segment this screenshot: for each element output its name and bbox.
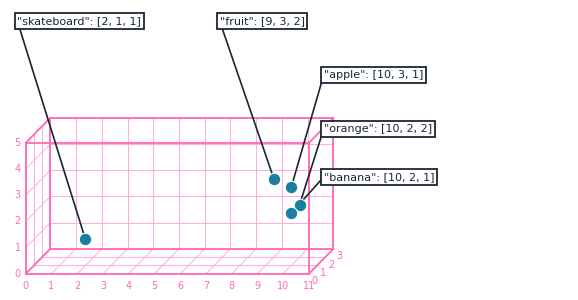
Text: "fruit": [9, 3, 2]: "fruit": [9, 3, 2] (220, 16, 305, 26)
Text: 2: 2 (328, 260, 334, 270)
Text: 0: 0 (23, 281, 29, 291)
Text: 8: 8 (229, 281, 235, 291)
Text: 3: 3 (14, 190, 21, 200)
Text: 3: 3 (100, 281, 106, 291)
Text: "apple": [10, 3, 1]: "apple": [10, 3, 1] (324, 70, 423, 80)
Text: 4: 4 (125, 281, 132, 291)
Text: 0: 0 (312, 276, 317, 286)
Text: 1: 1 (320, 268, 326, 278)
Text: 11: 11 (303, 281, 315, 291)
Text: "orange": [10, 2, 2]: "orange": [10, 2, 2] (324, 124, 432, 134)
Text: 2: 2 (14, 216, 21, 226)
Text: 10: 10 (277, 281, 289, 291)
Text: 7: 7 (203, 281, 209, 291)
Text: 3: 3 (336, 251, 342, 261)
Text: "skateboard": [2, 1, 1]: "skateboard": [2, 1, 1] (17, 16, 141, 26)
Text: 0: 0 (14, 269, 21, 279)
Text: 1: 1 (49, 281, 54, 291)
Text: 6: 6 (177, 281, 183, 291)
Text: 2: 2 (74, 281, 80, 291)
Text: 5: 5 (14, 138, 21, 148)
Text: "banana": [10, 2, 1]: "banana": [10, 2, 1] (324, 172, 434, 182)
Text: 9: 9 (254, 281, 261, 291)
Text: 5: 5 (151, 281, 158, 291)
Text: 1: 1 (14, 243, 21, 253)
Text: 4: 4 (14, 164, 21, 174)
